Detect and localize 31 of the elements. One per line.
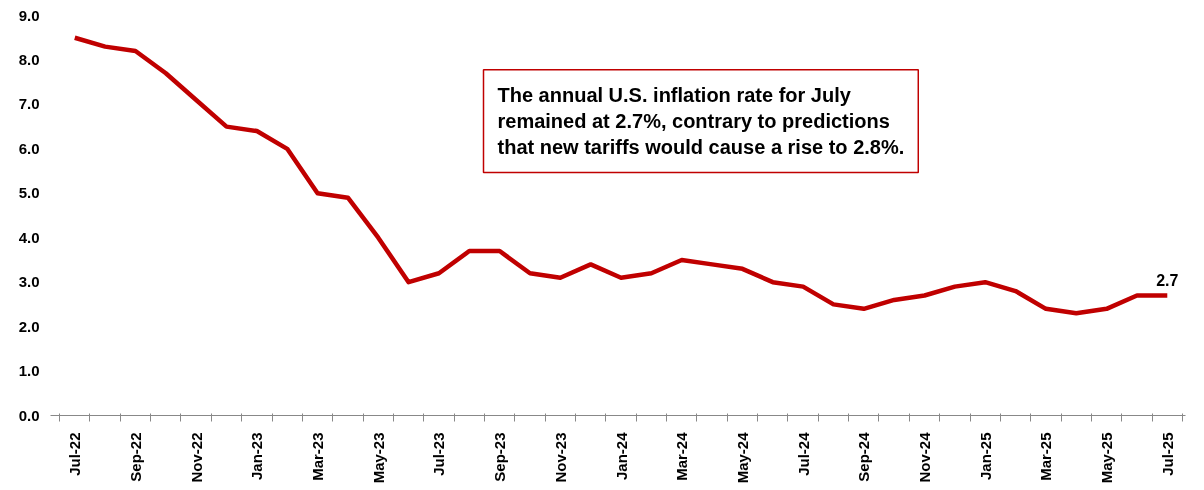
x-tick-label: Sep-23 (491, 432, 509, 482)
y-tick-label: 8.0 (18, 50, 40, 68)
x-tick-label: Jul-25 (1158, 432, 1176, 476)
x-tick-label: May-23 (369, 432, 387, 484)
x-tick-label: Mar-23 (309, 432, 327, 481)
x-tick-label: Nov-22 (187, 432, 205, 483)
x-tick-label: Jul-22 (66, 432, 84, 476)
x-tick-label: Jan-23 (248, 432, 266, 481)
x-tick-label: May-24 (733, 431, 751, 484)
y-tick-label: 5.0 (18, 184, 40, 202)
x-tick-label: Jul-23 (430, 432, 448, 476)
x-tick-label: Jul-24 (794, 431, 812, 476)
x-tick-label: Jan-24 (612, 431, 630, 481)
y-tick-label: 3.0 (18, 273, 40, 291)
x-tick-label: Nov-23 (551, 432, 569, 483)
y-tick-label: 2.0 (18, 317, 40, 335)
annotation: The annual U.S. inflation rate for July remained at 2.7%, contrary to predictions that new tariffs would cause a rise to 2.8%. (497, 83, 905, 159)
y-tick-label: 1.0 (18, 362, 40, 380)
x-tick-label: Nov-24 (916, 431, 934, 483)
x-tick-label: Sep-24 (855, 431, 873, 482)
x-tick-label: Jan-25 (976, 432, 994, 481)
data-label: 2.7 (1156, 271, 1179, 289)
x-tick-label: Sep-22 (126, 432, 144, 482)
x-tick-label: Mar-24 (673, 431, 691, 481)
x-tick-label: May-25 (1098, 432, 1116, 484)
y-tick-label: 4.0 (18, 228, 40, 246)
y-tick-label: 6.0 (18, 139, 40, 157)
y-tick-label: 7.0 (18, 95, 40, 113)
y-tick-label: 9.0 (18, 6, 40, 24)
x-tick-label: Mar-25 (1037, 432, 1055, 481)
y-tick-label: 0.0 (18, 406, 40, 424)
